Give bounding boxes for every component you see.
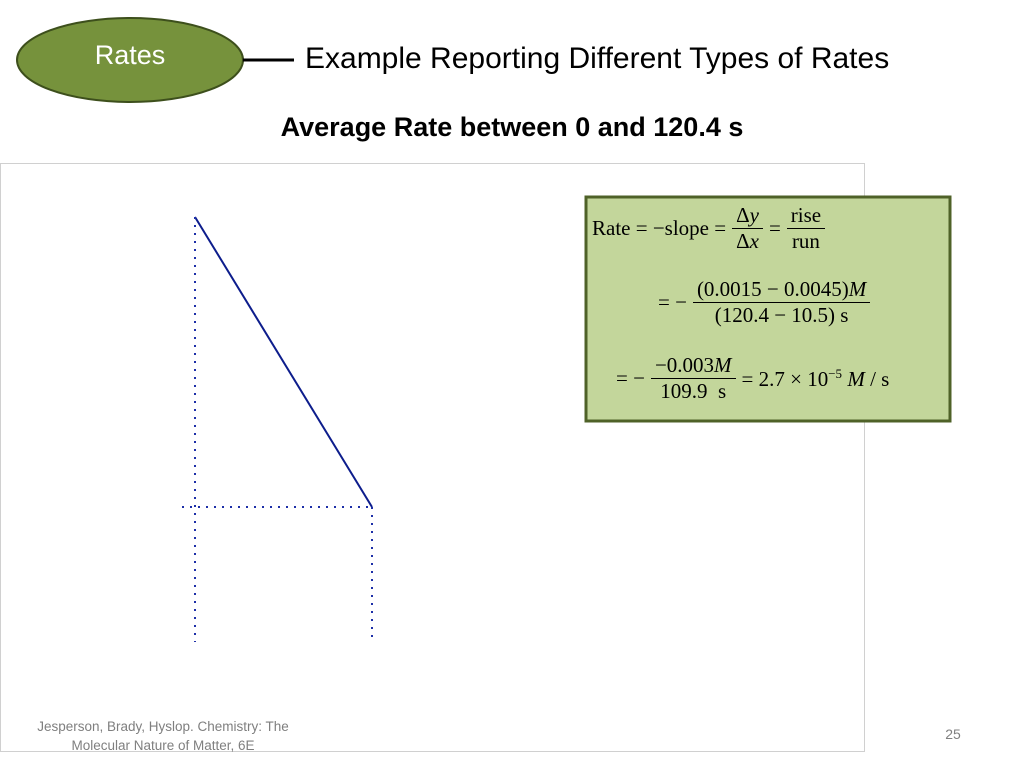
- equation-line: = − (0.0015 − 0.0045)M (120.4 − 10.5) s: [658, 277, 871, 328]
- eq-text: / s: [864, 366, 890, 391]
- denominator: run: [791, 229, 820, 253]
- slide-title: Example Reporting Different Types of Rat…: [305, 42, 890, 75]
- page-number: 25: [945, 726, 961, 742]
- eq-var: M: [847, 366, 865, 391]
- eq-text: = −: [658, 290, 687, 314]
- numerator: rise: [786, 203, 826, 229]
- exponent: −5: [828, 365, 843, 381]
- eq-text: Rate = −slope =: [592, 216, 727, 240]
- numerator: −0.003M: [650, 353, 736, 379]
- equation-line: = − −0.003M 109.9 s = 2.7 × 10−5 M / s: [616, 353, 889, 404]
- eq-text: −0.003: [654, 353, 715, 377]
- eq-text: Δ: [736, 229, 750, 253]
- eq-text: Δ: [736, 203, 750, 227]
- fraction: Δy Δx: [732, 203, 763, 254]
- eq-text: = 2.7 × 10: [741, 366, 829, 391]
- denominator: 109.9 s: [660, 379, 727, 403]
- eq-result: = 2.7 × 10−5 M / s: [742, 366, 890, 392]
- equation-line: Rate = −slope = Δy Δx = rise run: [592, 203, 826, 254]
- citation: Jesperson, Brady, Hyslop. Chemistry: The…: [37, 719, 289, 753]
- numerator: Δy: [732, 203, 763, 229]
- eq-var: M: [848, 277, 867, 301]
- eq-var: x: [749, 229, 759, 253]
- eq-text: = −: [616, 366, 645, 390]
- eq-var: M: [714, 353, 732, 377]
- eq-text: =: [768, 216, 781, 240]
- subtitle: Average Rate between 0 and 120.4 s: [280, 112, 744, 142]
- image-frame: [0, 163, 865, 752]
- section-label: Rates: [94, 40, 166, 70]
- numerator: (0.0015 − 0.0045)M: [692, 277, 871, 303]
- rate-line: [194, 216, 373, 508]
- equation-box: [584, 195, 952, 423]
- fraction: rise run: [786, 203, 826, 254]
- fraction: −0.003M 109.9 s: [650, 353, 736, 404]
- fraction: (0.0015 − 0.0045)M (120.4 − 10.5) s: [692, 277, 871, 328]
- denominator: (120.4 − 10.5) s: [714, 303, 849, 327]
- eq-text: (0.0015 − 0.0045): [696, 277, 849, 301]
- denominator: Δx: [732, 229, 763, 254]
- eq-var: y: [749, 203, 759, 227]
